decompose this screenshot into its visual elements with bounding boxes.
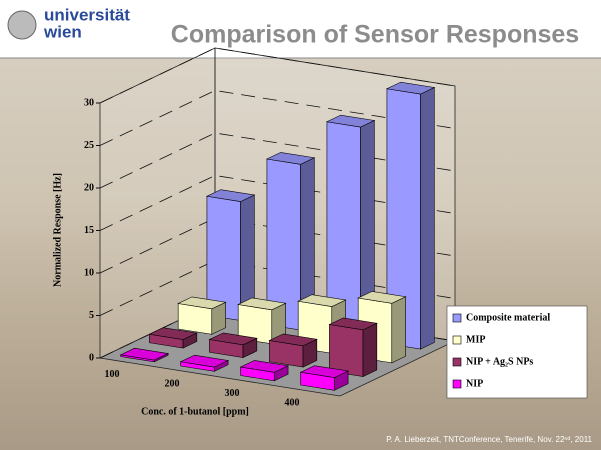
legend-swatch	[452, 357, 462, 367]
bar-top	[297, 294, 347, 307]
legend-label: NIP + Ag₂S NPs	[466, 356, 533, 367]
bar-top	[265, 152, 316, 165]
bar	[239, 360, 290, 382]
bar-side	[362, 322, 378, 378]
x-tick-label: 300	[225, 388, 240, 399]
x-axis-label: Conc. of 1-butanol [ppm]	[141, 406, 249, 417]
bar	[177, 296, 227, 335]
bar	[119, 347, 170, 363]
bar-top	[237, 297, 287, 311]
grid-line	[99, 175, 456, 231]
bar-side	[420, 87, 435, 350]
bar-top	[208, 332, 258, 346]
grid-line	[99, 260, 456, 316]
slide-title: Comparison of Sensor Responses	[171, 21, 579, 49]
y-tick-label: 15	[84, 225, 94, 236]
x-tick-label: 200	[165, 379, 180, 390]
y-axis-label: Normalized Response [Hz]	[52, 173, 63, 287]
header-band	[0, 0, 601, 58]
bar	[179, 354, 230, 372]
legend-swatch	[452, 335, 462, 345]
bar-side	[391, 296, 406, 364]
grid-line	[99, 217, 456, 274]
grid-line	[99, 90, 456, 146]
y-tick-label: 5	[89, 310, 94, 321]
logo-seal	[7, 10, 37, 40]
bar-top	[119, 347, 170, 361]
bar-top	[299, 365, 350, 378]
bar-top	[268, 333, 318, 347]
bar	[299, 365, 350, 391]
x-tick-label: 100	[105, 369, 120, 380]
bar-top	[385, 81, 436, 95]
logo-text: wien	[43, 22, 82, 41]
bar-top	[205, 189, 256, 202]
grid-line	[99, 47, 456, 104]
bar-top	[328, 317, 378, 331]
legend-swatch	[452, 313, 462, 323]
bar	[328, 317, 378, 378]
bar-top	[177, 296, 227, 310]
grid-line	[99, 132, 456, 189]
legend-swatch	[452, 379, 462, 389]
legend-label: Composite material	[466, 312, 550, 323]
y-tick-label: 10	[84, 267, 94, 278]
legend-box	[446, 305, 588, 399]
footer: P. A. Lieberzeit, TNTConference, Tenerif…	[386, 435, 592, 444]
y-tick-label: 30	[84, 97, 94, 108]
y-tick-label: 25	[84, 140, 94, 151]
bar-top	[148, 327, 198, 340]
plot: 0 5 10 15 20 25 30 100 200 300 400 Normalized Respo…	[52, 47, 588, 417]
y-tick-label: 0	[89, 352, 94, 363]
bar-top	[357, 291, 407, 304]
x-tick-label: 400	[285, 398, 300, 409]
bar	[205, 189, 256, 322]
bar	[237, 297, 287, 345]
bar	[208, 332, 258, 359]
bar	[265, 152, 316, 331]
bar-top	[325, 114, 376, 128]
bar-top	[239, 360, 290, 373]
bar-top	[179, 354, 230, 368]
logo-text: universität	[44, 5, 130, 24]
legend-label: MIP	[466, 334, 485, 345]
y-tick-label: 20	[84, 182, 94, 193]
bar	[268, 333, 318, 368]
legend-label: NIP	[466, 378, 483, 389]
bar	[385, 81, 436, 350]
bar	[148, 327, 198, 349]
